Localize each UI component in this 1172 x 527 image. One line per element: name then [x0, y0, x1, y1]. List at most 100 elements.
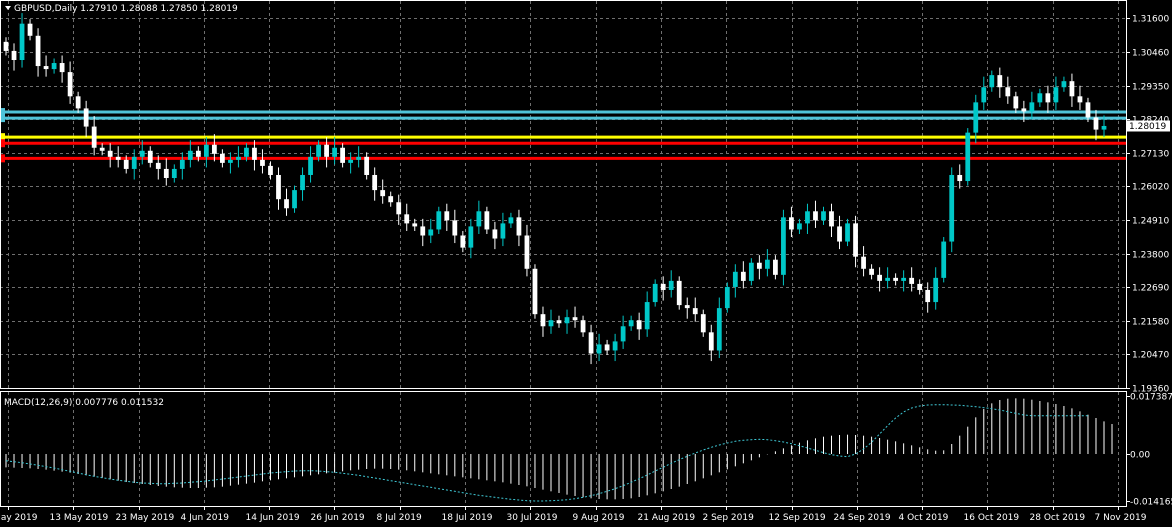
candle-bull — [332, 147, 337, 157]
candle-bear — [420, 226, 426, 236]
candle-bull — [548, 320, 554, 327]
candle-bear — [909, 277, 915, 284]
candle-bear — [268, 165, 273, 175]
price-tick-label: 1.26020 — [1132, 183, 1169, 193]
time-tick-label: 14 Jun 2019 — [246, 513, 300, 523]
candle-bull — [724, 286, 730, 309]
horizontal-levels[interactable] — [0, 108, 1126, 163]
candle-bull — [941, 241, 947, 278]
candle-bull — [428, 229, 434, 236]
candle-bear — [1045, 93, 1051, 103]
candle-bear — [252, 147, 257, 160]
price-tick-label: 1.19360 — [1132, 385, 1169, 395]
candle-bull — [652, 283, 658, 303]
candle-bear — [837, 226, 842, 242]
price-tick-label: 1.20470 — [1132, 351, 1169, 361]
current-price-tag: 1.28019 — [1127, 120, 1170, 132]
candlesticks — [3, 13, 1107, 365]
candle-bear — [997, 75, 1003, 88]
candle-bear — [917, 283, 923, 290]
candle-bear — [83, 108, 89, 127]
candle-bull — [1053, 87, 1059, 103]
candle-bear — [43, 66, 49, 70]
candle-bear — [684, 305, 690, 309]
candle-bear — [556, 320, 562, 324]
time-axis: 1 May 2019 13 May 2019 23 May 2019 4 Jun 20… — [0, 506, 1147, 523]
time-tick-label: 23 May 2019 — [116, 513, 175, 523]
time-tick-label: 4 Jun 2019 — [181, 513, 230, 523]
candle-bear — [396, 202, 402, 215]
candle-bear — [388, 196, 394, 203]
candle-bear — [692, 308, 698, 315]
candle-bull — [244, 147, 249, 157]
candle-bull — [1037, 93, 1043, 103]
candle-bull — [612, 341, 618, 351]
candle-bear — [1085, 102, 1091, 118]
candle-bull — [171, 168, 177, 179]
candle-bull — [821, 211, 826, 221]
candle-bear — [925, 289, 931, 303]
candle-bear — [372, 174, 378, 191]
level-handle[interactable] — [0, 133, 5, 142]
candle-bear — [676, 280, 682, 306]
price-tick-label: 1.31600 — [1132, 15, 1169, 25]
candle-bull — [131, 156, 137, 169]
time-tick-label: 4 Oct 2019 — [899, 513, 949, 523]
level-handle[interactable] — [0, 139, 5, 148]
candle-bear — [324, 144, 329, 157]
candle-bull — [300, 174, 305, 191]
candle-bear — [604, 344, 610, 351]
candle-bear — [957, 174, 963, 182]
candle-bull — [805, 211, 810, 224]
time-tick-label: 1 May 2019 — [0, 513, 38, 523]
candle-bull — [308, 156, 313, 175]
time-tick-label: 8 Jul 2019 — [377, 513, 422, 523]
candle-bull — [845, 223, 850, 242]
candle-bear — [195, 150, 201, 157]
level-handle[interactable] — [0, 108, 5, 117]
candle-bear — [773, 259, 778, 275]
level-handle[interactable] — [0, 114, 5, 123]
macd-signal-line — [5, 404, 1088, 502]
time-tick-label: 16 Oct 2019 — [964, 513, 1020, 523]
candle-bear — [276, 174, 281, 200]
candle-bull — [764, 259, 770, 269]
candle-bear — [484, 211, 490, 230]
time-tick-label: 13 May 2019 — [50, 513, 109, 523]
dropdown-arrow-icon[interactable] — [5, 6, 11, 10]
time-tick-label: 21 Aug 2019 — [638, 513, 696, 523]
candle-bull — [644, 302, 650, 330]
candle-bear — [853, 223, 858, 257]
candle-bull — [965, 132, 971, 182]
candle-bull — [564, 317, 570, 324]
candle-bull — [628, 320, 634, 327]
candle-bull — [508, 217, 514, 224]
level-handle[interactable] — [0, 154, 5, 163]
candle-bull — [596, 344, 602, 354]
candle-bear — [636, 320, 642, 330]
candle-bear — [163, 168, 169, 179]
price-tick-label: 1.21580 — [1132, 318, 1169, 328]
macd-tick-label: -0.014165 — [1130, 498, 1172, 508]
candle-bear — [27, 23, 33, 36]
candle-bull — [732, 271, 738, 287]
macd-histogram — [5, 398, 1113, 500]
candle-bull — [981, 87, 987, 103]
time-tick-label: 9 Aug 2019 — [573, 513, 625, 523]
candle-bull — [1029, 102, 1035, 112]
candle-bull — [748, 262, 754, 281]
macd-axis: 0.017387 0.00 -0.014165 — [1126, 393, 1172, 508]
price-tick-label: 1.29350 — [1132, 83, 1169, 93]
macd-title: MACD(12,26,9) 0.007776 0.011532 — [4, 398, 164, 408]
candle-bull — [348, 159, 354, 163]
candle-bear — [572, 317, 578, 321]
candle-bull — [781, 217, 786, 275]
current-price-label: 1.28019 — [1129, 122, 1166, 132]
price-tick-label: 1.22690 — [1132, 284, 1169, 294]
candle-bear — [700, 314, 706, 333]
candle-bear — [220, 153, 225, 163]
candle-bear — [1077, 96, 1083, 103]
candle-bear — [404, 214, 410, 224]
